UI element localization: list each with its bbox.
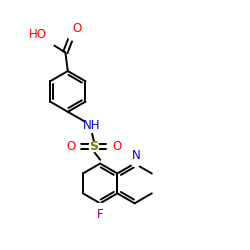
Circle shape (131, 156, 141, 166)
Text: N: N (132, 148, 140, 162)
Text: F: F (97, 208, 103, 221)
Text: O: O (112, 140, 121, 153)
Text: O: O (73, 22, 82, 35)
Circle shape (89, 142, 99, 152)
Circle shape (108, 142, 116, 151)
Circle shape (96, 203, 104, 212)
Text: O: O (66, 140, 76, 153)
Text: HO: HO (29, 28, 47, 41)
Circle shape (84, 118, 98, 132)
Circle shape (39, 34, 54, 49)
Circle shape (68, 30, 78, 40)
Text: NH: NH (83, 119, 100, 132)
Text: S: S (90, 140, 98, 153)
Circle shape (71, 142, 80, 151)
